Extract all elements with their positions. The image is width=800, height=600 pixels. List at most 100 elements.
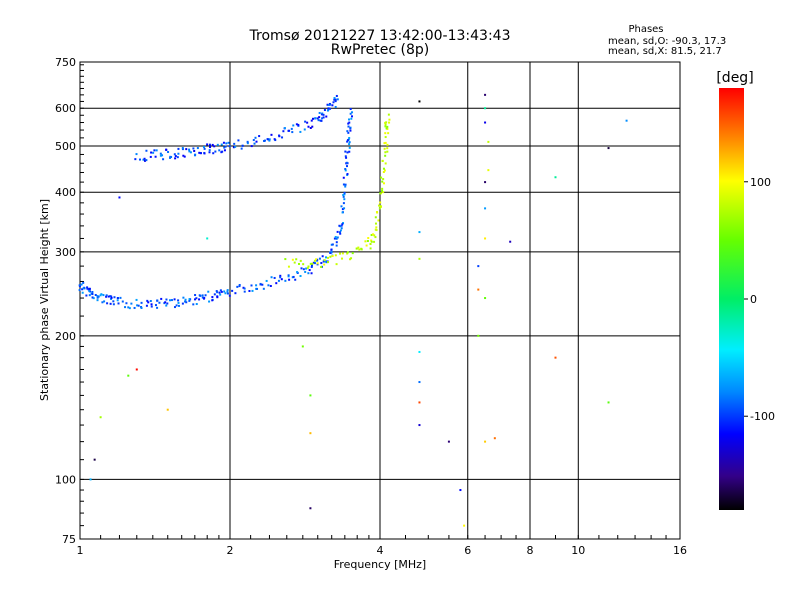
data-point: [251, 289, 254, 292]
y-tick-label: 75: [62, 533, 76, 546]
data-point: [509, 240, 512, 243]
data-point: [348, 118, 351, 121]
data-point: [318, 111, 321, 114]
data-point: [327, 103, 330, 106]
data-point: [273, 138, 276, 141]
data-point: [287, 265, 290, 268]
data-point: [346, 139, 349, 142]
data-point: [207, 290, 210, 293]
data-point: [223, 290, 226, 293]
data-point: [203, 152, 206, 155]
data-point: [184, 298, 187, 301]
data-point: [345, 161, 348, 164]
data-point: [193, 149, 196, 152]
data-point: [344, 183, 347, 186]
data-point: [291, 131, 294, 134]
data-point: [149, 155, 152, 158]
data-point: [344, 150, 347, 153]
data-point: [341, 208, 344, 211]
data-point: [283, 127, 286, 130]
data-point: [147, 301, 150, 304]
data-point: [102, 294, 105, 297]
data-point: [333, 97, 336, 100]
data-point: [382, 178, 385, 181]
data-point: [418, 424, 421, 427]
data-point: [267, 284, 270, 287]
stats-header: Phases: [628, 24, 663, 35]
data-point: [346, 130, 349, 133]
data-point: [339, 252, 342, 255]
data-point: [329, 255, 332, 258]
data-point: [387, 132, 390, 135]
data-point: [333, 237, 336, 240]
data-point: [383, 169, 386, 172]
data-point: [177, 147, 180, 150]
data-point: [374, 216, 377, 219]
data-point: [331, 104, 334, 107]
stats-line-x: mean, sd,X: 81.5, 21.7: [608, 46, 722, 57]
data-point: [484, 207, 487, 210]
data-point: [99, 416, 102, 419]
data-point: [344, 169, 347, 172]
data-point: [223, 146, 226, 149]
data-point: [169, 156, 172, 159]
data-point: [220, 143, 223, 146]
data-point: [386, 125, 389, 128]
data-point: [344, 155, 347, 158]
data-point: [268, 138, 271, 141]
data-point: [161, 154, 164, 157]
data-point: [292, 124, 295, 127]
data-point: [135, 298, 138, 301]
data-point: [309, 432, 312, 435]
data-point: [262, 287, 265, 290]
data-point: [234, 145, 237, 148]
data-point: [307, 272, 310, 275]
data-point: [305, 267, 308, 270]
data-point: [222, 141, 225, 144]
data-point: [113, 296, 116, 299]
data-point: [295, 258, 298, 261]
data-point: [159, 154, 162, 157]
data-point: [374, 228, 377, 231]
data-point: [162, 158, 165, 161]
stats-line-o: mean, sd,O: -90.3, 17.3: [608, 36, 726, 47]
data-point: [418, 100, 421, 103]
data-point: [194, 298, 197, 301]
data-point: [206, 143, 209, 146]
data-point: [150, 303, 153, 306]
data-point: [106, 302, 109, 305]
data-point: [340, 224, 343, 227]
data-point: [300, 267, 303, 270]
data-point: [155, 149, 158, 152]
data-point: [224, 145, 227, 148]
data-point: [335, 263, 338, 266]
data-point: [325, 115, 328, 118]
data-point: [181, 147, 184, 150]
data-point: [177, 304, 180, 307]
y-tick-label: 400: [55, 186, 76, 199]
data-point: [96, 296, 99, 299]
data-point: [365, 244, 368, 247]
data-point: [177, 299, 180, 302]
x-axis-label: Frequency [MHz]: [334, 558, 426, 571]
data-point: [364, 240, 367, 243]
data-point: [304, 270, 307, 273]
data-point: [288, 129, 291, 132]
data-point: [297, 123, 300, 126]
data-point: [243, 290, 246, 293]
data-point: [173, 306, 176, 309]
data-point: [324, 256, 327, 259]
data-point: [327, 256, 330, 259]
data-point: [386, 147, 389, 150]
data-point: [340, 227, 343, 230]
data-point: [212, 152, 215, 155]
data-point: [173, 298, 176, 301]
data-point: [311, 125, 314, 128]
data-point: [347, 131, 350, 134]
data-point: [195, 303, 198, 306]
data-point: [383, 142, 386, 145]
data-point: [384, 123, 387, 126]
data-point: [85, 294, 88, 297]
data-point: [211, 296, 214, 299]
data-point: [110, 295, 113, 298]
